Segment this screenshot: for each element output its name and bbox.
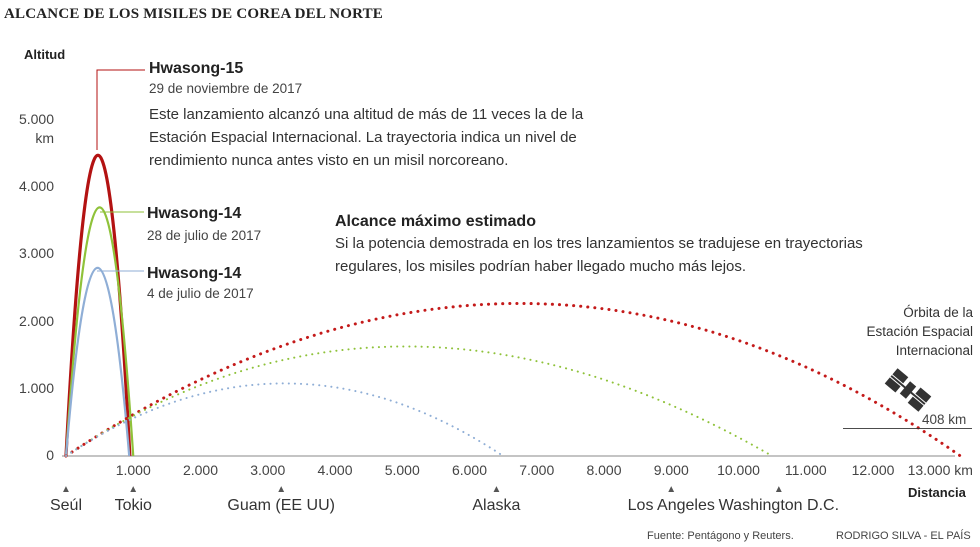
chart-title: ALCANCE DE LOS MISILES DE COREA DEL NORT… xyxy=(4,6,384,22)
h14a-name: Hwasong-14 xyxy=(147,265,242,282)
y-tick-label: 4.000 xyxy=(18,178,54,195)
x-tick-label: 13.000 km xyxy=(907,462,973,478)
trajectory-1 xyxy=(64,206,135,457)
y-tick-unit: km xyxy=(35,130,54,146)
x-tick-label: 1.000 xyxy=(115,462,151,478)
city-label: Guam (EE UU) xyxy=(227,497,335,514)
h14a-date: 4 de julio de 2017 xyxy=(147,286,254,301)
y-tick-label: 2.000 xyxy=(18,312,54,329)
city-marker: ▲ xyxy=(276,484,287,495)
city-label: Tokio xyxy=(114,497,152,514)
h15-date: 29 de noviembre de 2017 xyxy=(149,81,303,96)
trajectory-estimated-4 xyxy=(65,345,774,457)
y-tick-label: 5.000 xyxy=(18,111,54,127)
x-tick-label: 3.000 xyxy=(250,462,286,478)
iss-altitude-label: 408 km xyxy=(922,412,967,427)
h15-body: Este lanzamiento alcanzó una altitud de … xyxy=(149,106,584,169)
iss-label-line-2: Estación Espacial xyxy=(866,324,973,339)
city-marker: ▲ xyxy=(491,484,502,495)
city-label: Los Angeles xyxy=(627,497,715,514)
city-marker: ▲ xyxy=(773,484,784,495)
trajectory-estimated-3 xyxy=(64,301,962,458)
city-label: Alaska xyxy=(472,497,521,514)
trajectory-2 xyxy=(64,267,131,457)
max-range-body: Si la potencia demostrada en los tres la… xyxy=(335,235,863,275)
max-range-title: Alcance máximo estimado xyxy=(335,213,536,230)
city-marker: ▲ xyxy=(128,484,139,495)
source-note: Fuente: Pentágono y Reuters. xyxy=(647,530,794,542)
h14b-date: 28 de julio de 2017 xyxy=(147,228,262,243)
iss-label-line-3: Internacional xyxy=(895,343,973,358)
y-axis-label: Altitud xyxy=(24,47,66,62)
x-axis-label: Distancia xyxy=(908,485,966,500)
leader-lines xyxy=(96,69,145,272)
x-tick-label: 11.000 xyxy=(784,462,827,478)
y-tick-label: 0 xyxy=(46,447,54,463)
h14b-name: Hwasong-14 xyxy=(147,205,242,222)
h15-name: Hwasong-15 xyxy=(149,60,244,77)
x-tick-label: 5.000 xyxy=(384,462,420,478)
satellite-icon xyxy=(884,368,932,412)
x-tick-label: 4.000 xyxy=(317,462,353,478)
x-tick-label: 9.000 xyxy=(653,462,689,478)
credit: RODRIGO SILVA - EL PAÍS xyxy=(836,530,971,542)
city-marker: ▲ xyxy=(666,484,677,495)
x-tick-label: 8.000 xyxy=(586,462,622,478)
x-tick-label: 12.000 xyxy=(851,462,895,478)
x-tick-label: 2.000 xyxy=(182,462,219,478)
satellite-icon-shape xyxy=(884,368,932,412)
iss-label: Órbita de la Estación Espacial Internaci… xyxy=(866,303,973,360)
x-tick-label: 6.000 xyxy=(451,462,488,478)
series-layer xyxy=(64,154,962,458)
h15-leader xyxy=(96,69,145,150)
iss-label-line-1: Órbita de la xyxy=(903,305,973,320)
city-label: Washington D.C. xyxy=(718,497,840,514)
y-tick-label: 1.000 xyxy=(18,379,54,396)
city-label: Seúl xyxy=(49,497,83,514)
city-marker: ▲ xyxy=(61,484,71,495)
y-tick-label: 3.000 xyxy=(18,245,54,262)
x-tick-label: 7.000 xyxy=(519,462,555,478)
x-tick-label: 10.000 xyxy=(717,462,760,478)
